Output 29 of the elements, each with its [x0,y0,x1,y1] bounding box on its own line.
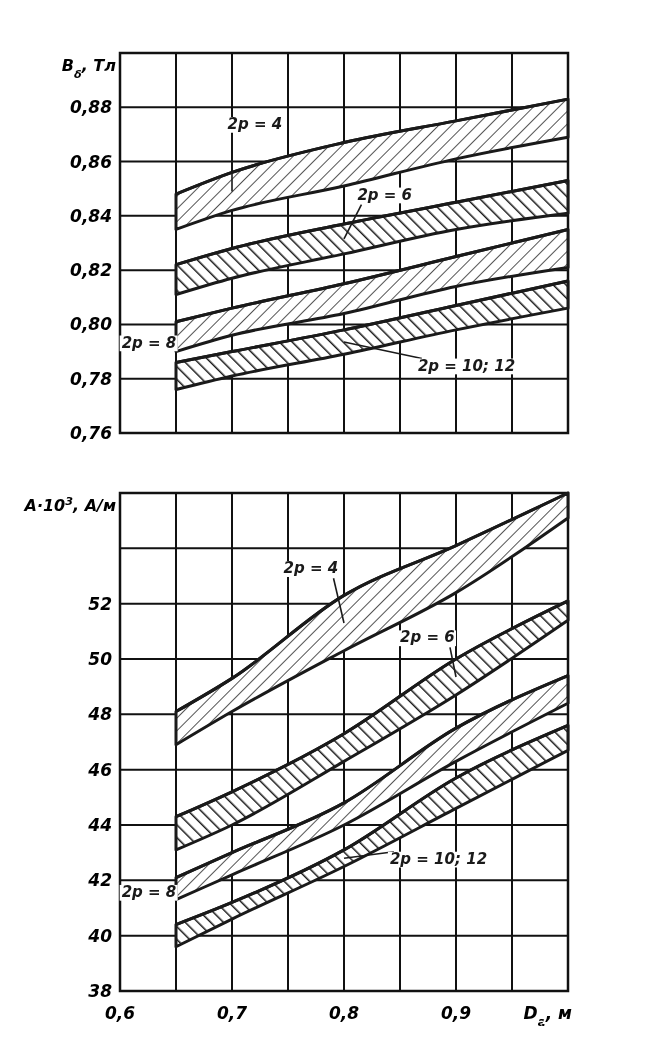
y-tick-label: 0,88 [70,97,113,118]
y-tick-label: 0,82 [70,260,112,281]
y-tick-label: 40 [87,925,113,946]
y-axis-title: A·10$^{3}$, А/м [22,494,116,515]
y-tick-label: 0,84 [70,205,112,226]
y-tick-label: 50 [88,648,113,669]
x-tick-label: 0,6 [104,1003,136,1023]
y-tick-label: 38 [88,980,113,1001]
series-label: 2p = 8 [121,882,177,901]
y-tick-label: 0,80 [70,314,113,335]
y-tick-label: 48 [87,704,113,725]
series-label: 2p = 4 [283,559,339,578]
series-label: 2p = 4 [227,115,283,133]
y-tick-label: 46 [87,759,113,780]
y-tick-label: 52 [88,593,112,614]
series-label: 2p = 6 [357,185,413,204]
x-tick-label: 0,8 [328,1003,360,1023]
y-tick-label: 44 [87,814,112,835]
y-tick-label: 0,86 [70,151,113,172]
legend-label: 2p = 10; 12 [389,849,488,868]
y-tick-label: 42 [87,870,112,891]
text: 2p = 10; 12 [417,356,516,375]
x-tick-label: 0,9 [440,1003,472,1023]
y-axis-title: B$_{δ}$, Тл [61,56,117,81]
series-label: 2p = 6 [400,628,455,647]
x-tick-label: 0,7 [216,1003,248,1023]
y-tick-label: 0,78 [70,368,113,389]
series-label: 2p = 8 [121,333,177,352]
y-tick-label: 0,76 [70,422,113,443]
